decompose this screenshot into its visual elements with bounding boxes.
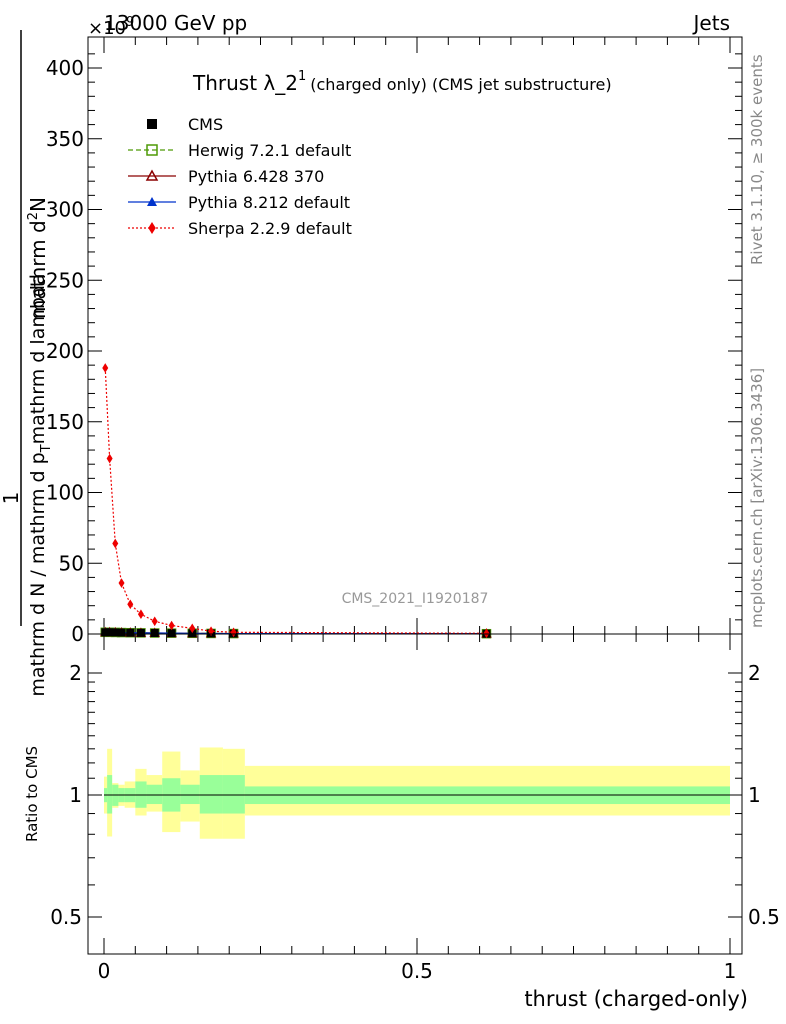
data-point-sherpa-2-2-9-default (112, 538, 119, 549)
ratio-panel: 0.5 0.51 12 2 0 0.5 1 Ratio to CMS thrust (ch… (23, 633, 780, 1011)
ratio-ytick-label-right: 0.5 (748, 905, 780, 929)
ratio-x-axis: 0 0.5 1 (98, 634, 737, 983)
main-ytick-label: 150 (46, 410, 84, 434)
main-y-label: 1 mathrm d2N mathrm d N / mathrm d pTmat… (0, 30, 54, 697)
data-point-sherpa-2-2-9-default (168, 620, 175, 631)
legend-marker-sherpa-2-2-9-default (148, 222, 156, 234)
rivet-label: Rivet 3.1.10, ≥ 300k events (748, 54, 766, 265)
main-ytick-label: 250 (46, 268, 84, 292)
legend: CMS Herwig 7.2.1 default Pythia 6.428 370 P… (128, 115, 352, 238)
ylabel-numerator: 1 (0, 492, 23, 505)
analysis-watermark: CMS_2021_I1920187 (342, 591, 489, 607)
chart-title-rest: (charged only) (CMS jet substructure) (310, 75, 611, 94)
ylabel-top: mathrm d2N (26, 197, 50, 319)
ratio-xtick-label: 1 (724, 959, 737, 983)
data-point-cms (188, 629, 197, 638)
ratio-xtick-label: 0 (98, 959, 111, 983)
data-point-sherpa-2-2-9-default (102, 363, 109, 373)
ylabel-bottom-sub: T (39, 444, 54, 453)
main-ytick-label: 0 (71, 622, 84, 646)
data-point-sherpa-2-2-9-default (106, 453, 113, 464)
ratio-ylabel: Ratio to CMS (23, 746, 41, 842)
ylabel-bottom-a: mathrm d N / mathrm d p (27, 452, 49, 696)
ylabel-bottom: mathrm d N / mathrm d pTmathrm d lambda (27, 273, 54, 696)
main-ytick-label: 350 (46, 127, 84, 151)
data-point-cms (167, 629, 176, 638)
legend-marker-pythia-8-212-default (147, 197, 157, 206)
legend-marker-pythia-6-428-370 (145, 169, 159, 181)
header-left: 13000 GeV pp (104, 11, 247, 35)
ylabel-bottom-b: mathrm d lambda (27, 273, 49, 444)
chart-title-sup: 1 (298, 69, 306, 84)
data-point-cms (105, 628, 114, 637)
header-right: Jets (692, 11, 730, 35)
ratio-ytick-label-right: 1 (748, 783, 761, 807)
data-point-sherpa-2-2-9-default (127, 599, 134, 610)
ratio-y-axis: 0.5 0.5 1 1 2 2 (50, 661, 780, 929)
axis-exponent-power: 9 (126, 15, 134, 30)
main-ytick-label: 200 (46, 339, 84, 363)
main-ytick-label: 400 (46, 56, 84, 80)
ratio-stat-band (222, 775, 245, 814)
ylabel-top-a: mathrm d (26, 220, 50, 319)
legend-marker-herwig-7-2-1-default (146, 144, 158, 156)
data-point-cms (136, 628, 145, 637)
ratio-ytick-label: 0.5 (50, 905, 82, 929)
axis-exponent: ×109 (88, 15, 134, 39)
main-y-axis: 0 50 100 150 200 250 300 350 400 (46, 53, 742, 646)
ratio-stat-band (146, 784, 163, 805)
data-point-sherpa-2-2-9-default (483, 628, 490, 639)
data-point-sherpa-2-2-9-default (137, 609, 144, 619)
ratio-bands-layer (104, 747, 730, 839)
data-point-cms (126, 628, 135, 637)
data-point-sherpa-2-2-9-default (151, 616, 158, 627)
ylabel-top-end: N (26, 197, 50, 212)
ratio-ytick-label: 1 (69, 783, 82, 807)
main-ytick-label: 300 (46, 198, 84, 222)
ratio-stat-band (180, 784, 200, 805)
main-ytick-label: 100 (46, 481, 84, 505)
data-point-cms (101, 628, 110, 637)
ratio-frame (87, 633, 743, 955)
main-frame (87, 36, 743, 635)
legend-label-pythia-8-212-default: Pythia 8.212 default (188, 193, 350, 212)
data-point-cms (150, 629, 159, 638)
data-point-cms (117, 628, 126, 637)
chart-title: Thrust λ_21 (charged only) (CMS jet subst… (192, 69, 612, 95)
data-point-cms (111, 628, 120, 637)
ratio-ytick-label: 2 (69, 661, 82, 685)
ratio-stat-band (107, 775, 113, 814)
data-point-sherpa-2-2-9-default (230, 627, 237, 638)
ratio-xtick-label: 0.5 (401, 959, 433, 983)
data-point-sherpa-2-2-9-default (118, 578, 125, 588)
legend-label-herwig-7-2-1-default: Herwig 7.2.1 default (188, 141, 351, 160)
data-point-sherpa-2-2-9-default (189, 623, 196, 634)
legend-label-sherpa-2-2-9-default: Sherpa 2.2.9 default (188, 219, 352, 238)
legend-marker-cms (147, 119, 157, 129)
axis-exponent-base: ×10 (88, 18, 126, 39)
mcplots-label: mcplots.cern.ch [arXiv:1306.3436] (748, 368, 766, 628)
ylabel-top-sup: 2 (26, 212, 41, 220)
ratio-ytick-label-right: 2 (748, 661, 761, 685)
x-axis-label: thrust (charged-only) (524, 987, 748, 1011)
chart-title-main: Thrust λ_2 (192, 71, 298, 95)
legend-label-cms: CMS (188, 115, 223, 134)
ratio-stat-band (199, 775, 223, 814)
legend-label-pythia-6-428-370: Pythia 6.428 370 (188, 167, 324, 186)
series-line-sherpa-2-2-9-default (104, 367, 487, 634)
main-ytick-label: 50 (59, 551, 84, 575)
